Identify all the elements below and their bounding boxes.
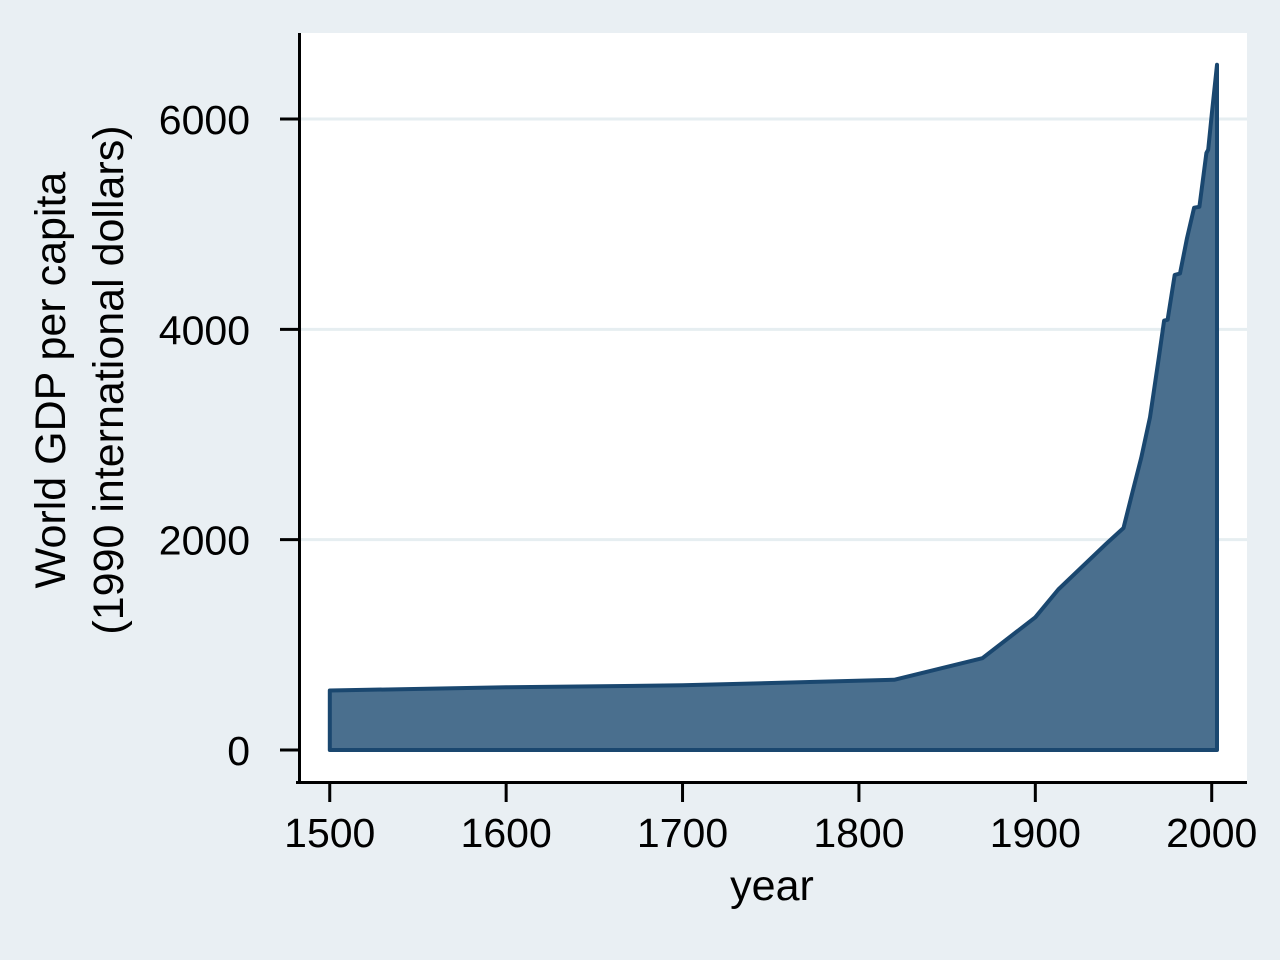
y-axis-title-line2: (1990 international dollars) (85, 125, 133, 635)
x-axis-title: year (730, 862, 814, 910)
x-tick-label: 1800 (813, 810, 904, 856)
y-tick-label: 0 (227, 728, 250, 774)
y-axis-title-line1: World GDP per capita (27, 171, 75, 589)
y-tick-label: 2000 (159, 518, 250, 564)
y-axis-title: World GDP per capita (1990 international… (22, 125, 138, 634)
area-series (327, 62, 1219, 752)
x-tick-label: 1700 (637, 810, 728, 856)
y-tick-label: 4000 (159, 307, 250, 353)
x-tick-label: 1900 (990, 810, 1081, 856)
x-tick-label: 1600 (461, 810, 552, 856)
x-tick-label: 2000 (1166, 810, 1257, 856)
y-tick-label: 6000 (159, 97, 250, 143)
x-tick-label: 1500 (284, 810, 375, 856)
